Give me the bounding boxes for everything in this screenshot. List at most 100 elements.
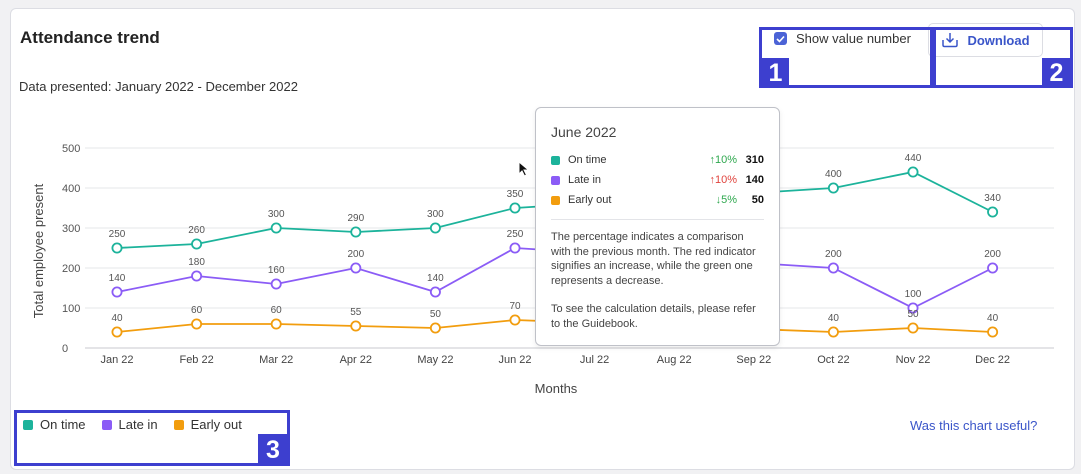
legend-label: Late in — [118, 417, 158, 432]
tooltip-row-late-in: Late in ↑10% 140 — [551, 170, 764, 190]
legend-label: On time — [40, 417, 86, 432]
tooltip-divider — [551, 219, 764, 220]
data-point — [987, 262, 999, 274]
tooltip-row-value: 310 — [745, 154, 764, 166]
data-label: 290 — [347, 213, 364, 224]
data-point — [270, 278, 282, 290]
data-label: 440 — [905, 153, 922, 164]
legend-swatch — [23, 419, 33, 430]
data-point — [350, 262, 362, 274]
data-point — [509, 242, 521, 254]
download-label: Download — [967, 32, 1030, 48]
data-point — [907, 302, 919, 314]
data-point — [350, 226, 362, 238]
callout-box-1 — [759, 27, 933, 88]
late-in-swatch — [551, 175, 560, 185]
chart-feedback-link[interactable]: Was this chart useful? — [910, 418, 1038, 433]
show-value-toggle[interactable]: Show value number — [774, 31, 911, 46]
tooltip-row-pct: 10% — [714, 154, 737, 166]
x-axis-label: Months — [535, 381, 578, 396]
data-point — [987, 326, 999, 338]
x-tick-label: Dec 22 — [975, 354, 1010, 366]
x-tick-label: Feb 22 — [179, 354, 213, 366]
checkbox-checked-icon[interactable] — [774, 32, 787, 45]
legend-item-late-in[interactable]: Late in — [101, 417, 158, 432]
data-label: 100 — [905, 289, 922, 300]
data-label: 340 — [984, 193, 1001, 204]
data-label: 70 — [509, 301, 521, 312]
data-label: 300 — [268, 209, 285, 220]
legend-swatch — [101, 419, 112, 430]
data-label: 55 — [350, 307, 362, 318]
data-point — [270, 318, 282, 330]
y-axis-label: Total employee present — [31, 183, 46, 318]
callout-badge-2: 2 — [1042, 58, 1071, 88]
y-tick-label: 300 — [62, 223, 80, 235]
arrow-up-icon: ↑ — [709, 154, 715, 166]
tooltip-row-value: 50 — [751, 194, 764, 206]
x-tick-label: Nov 22 — [896, 354, 931, 366]
legend-item-early-out[interactable]: Early out — [173, 417, 242, 432]
x-tick-label: Jun 22 — [498, 354, 531, 366]
x-tick-label: Aug 22 — [657, 354, 692, 366]
y-tick-label: 100 — [62, 303, 80, 315]
arrow-down-icon: ↓ — [715, 194, 722, 206]
data-label: 180 — [188, 257, 205, 268]
y-tick-label: 200 — [62, 263, 80, 275]
chart-title: Attendance trend — [20, 28, 160, 47]
tooltip-row-pct: 5% — [721, 194, 737, 206]
x-tick-label: May 22 — [417, 354, 453, 366]
tooltip-row-label: Late in — [568, 174, 602, 186]
data-point — [827, 182, 839, 194]
arrow-up-icon: ↑ — [709, 174, 715, 186]
tooltip-note-comparison: The percentage indicates a comparison wi… — [551, 231, 756, 287]
callout-box-3 — [14, 410, 290, 466]
tooltip-row-label: Early out — [568, 194, 612, 206]
data-label: 160 — [268, 265, 285, 276]
early-out-swatch — [551, 195, 560, 205]
tooltip-row-pct: 10% — [714, 174, 737, 186]
tooltip-row-early-out: Early out ↓5% 50 — [551, 190, 764, 210]
y-tick-label: 500 — [62, 143, 80, 155]
data-point — [827, 326, 839, 338]
data-label: 60 — [191, 305, 203, 316]
data-label: 250 — [507, 229, 524, 240]
data-point — [111, 326, 123, 338]
legend-item-on-time[interactable]: On time — [23, 417, 86, 432]
data-point — [350, 320, 362, 332]
tooltip-row-on-time: On time ↑10% 310 — [551, 150, 764, 170]
data-point — [191, 270, 203, 282]
tooltip-month: June 2022 — [551, 124, 617, 140]
x-tick-label: Sep 22 — [736, 354, 771, 366]
data-label: 40 — [987, 313, 999, 324]
data-label: 350 — [507, 189, 524, 200]
y-tick-label: 400 — [62, 183, 80, 195]
data-label: 400 — [825, 169, 842, 180]
on-time-swatch — [551, 155, 560, 165]
chart-tooltip: June 2022 On time ↑10% 310 Late in ↑10% … — [535, 107, 780, 346]
x-tick-label: Oct 22 — [817, 354, 849, 366]
data-label: 40 — [111, 313, 123, 324]
data-point — [429, 286, 441, 298]
data-label: 50 — [907, 309, 919, 320]
data-point — [827, 262, 839, 274]
data-label: 300 — [427, 209, 444, 220]
legend-label: Early out — [190, 417, 242, 432]
data-label: 200 — [825, 249, 842, 260]
data-point — [907, 166, 919, 178]
data-point — [270, 222, 282, 234]
callout-badge-3: 3 — [258, 434, 288, 466]
data-label: 50 — [430, 309, 442, 320]
data-point — [987, 206, 999, 218]
data-point — [111, 286, 123, 298]
x-tick-label: Mar 22 — [259, 354, 293, 366]
data-label: 200 — [347, 249, 364, 260]
data-label: 200 — [984, 249, 1001, 260]
x-tick-label: Jul 22 — [580, 354, 609, 366]
data-point — [111, 242, 123, 254]
data-point — [509, 202, 521, 214]
x-tick-label: Apr 22 — [340, 354, 372, 366]
data-point — [191, 318, 203, 330]
tooltip-row-label: On time — [568, 154, 607, 166]
data-label: 140 — [427, 273, 444, 284]
